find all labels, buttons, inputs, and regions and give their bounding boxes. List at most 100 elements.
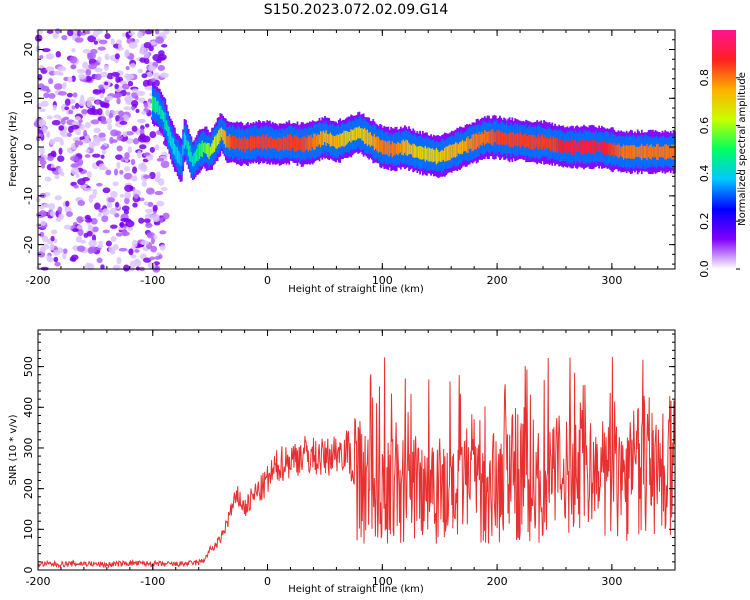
ridge-band-core bbox=[335, 135, 337, 149]
ridge-band-core bbox=[412, 143, 415, 158]
noise-blob bbox=[154, 256, 161, 260]
colorbar-tick-label: 0.4 bbox=[698, 165, 711, 183]
noise-blob bbox=[90, 108, 99, 116]
noise-blob bbox=[100, 137, 107, 142]
noise-blob bbox=[122, 131, 128, 138]
ridge-band-core bbox=[532, 134, 534, 150]
noise-blob bbox=[45, 53, 55, 60]
ridge-band-core bbox=[274, 139, 277, 149]
ridge-band-core bbox=[240, 138, 242, 149]
noise-blob bbox=[128, 41, 138, 49]
ridge-band-core bbox=[288, 134, 291, 151]
ridge-band-core bbox=[245, 139, 248, 150]
ridge-band-core bbox=[503, 133, 505, 145]
ridge-band-core bbox=[565, 140, 567, 155]
ridge-band-core bbox=[598, 142, 601, 152]
ridge-band-core bbox=[196, 148, 198, 162]
noise-blob bbox=[114, 168, 119, 176]
noise-blob bbox=[97, 46, 106, 51]
ridge-band-core bbox=[183, 132, 186, 149]
y-tick-label: 0 bbox=[22, 144, 35, 151]
noise-blob bbox=[59, 130, 66, 136]
ridge-band-core bbox=[252, 137, 255, 149]
noise-blob bbox=[46, 131, 51, 139]
noise-blob bbox=[85, 68, 92, 76]
ridge-band-core bbox=[383, 140, 386, 155]
noise-blob bbox=[62, 252, 67, 260]
noise-blob bbox=[134, 249, 140, 253]
noise-blob bbox=[76, 245, 86, 252]
ridge-band-core bbox=[587, 142, 590, 153]
ridge-band-core bbox=[364, 127, 366, 145]
noise-blob bbox=[124, 184, 134, 192]
noise-blob bbox=[135, 108, 140, 113]
noise-blob bbox=[80, 239, 87, 244]
ridge-band-core bbox=[578, 139, 581, 155]
noise-blob bbox=[161, 43, 168, 48]
noise-blob bbox=[72, 228, 79, 233]
noise-blob bbox=[101, 115, 106, 123]
noise-blob bbox=[100, 102, 109, 108]
ridge-band-core bbox=[492, 129, 494, 146]
ridge-band-core bbox=[629, 144, 632, 160]
noise-blob bbox=[105, 95, 114, 101]
noise-blob bbox=[115, 154, 123, 160]
ridge-band-core bbox=[326, 133, 329, 144]
snr-panel: -200 -100 0 100 200 300 0 100 200 300 400 500 Heig… bbox=[8, 329, 676, 595]
ridge-band-core bbox=[235, 138, 238, 148]
noise-blob bbox=[143, 102, 149, 108]
noise-blob bbox=[87, 96, 96, 102]
noise-blob bbox=[116, 97, 121, 105]
ridge-band-core bbox=[589, 139, 592, 155]
ridge-band-core bbox=[610, 143, 613, 156]
noise-blob bbox=[53, 136, 63, 142]
noise-blob bbox=[127, 80, 134, 87]
ridge-band-core bbox=[594, 139, 596, 155]
ridge-band-core bbox=[605, 143, 607, 154]
noise-blob bbox=[159, 217, 164, 223]
noise-blob bbox=[154, 176, 161, 183]
noise-blob bbox=[86, 100, 92, 108]
ridge-band-core bbox=[603, 140, 606, 156]
ridge-band-core bbox=[656, 144, 658, 160]
noise-blob bbox=[143, 52, 150, 59]
ridge-band-core bbox=[307, 134, 310, 152]
ridge-band-core bbox=[247, 138, 249, 150]
ridge-band-core bbox=[238, 136, 241, 151]
noise-blob bbox=[119, 121, 128, 125]
ridge-band-core bbox=[647, 146, 650, 158]
noise-blob bbox=[75, 128, 82, 136]
noise-blob bbox=[80, 94, 85, 102]
noise-blob bbox=[159, 244, 166, 251]
ridge-band-core bbox=[634, 145, 636, 159]
noise-blob bbox=[124, 197, 130, 205]
ridge-band-core bbox=[346, 130, 348, 145]
noise-blob bbox=[124, 191, 132, 199]
ridge-band-core bbox=[198, 143, 201, 160]
ridge-band-core bbox=[158, 105, 161, 115]
noise-blob bbox=[147, 201, 154, 207]
noise-blob bbox=[121, 205, 130, 212]
noise-blob bbox=[149, 131, 157, 139]
noise-blob bbox=[86, 171, 92, 179]
noise-blob bbox=[48, 92, 56, 99]
noise-blob bbox=[92, 226, 99, 233]
noise-blob bbox=[116, 145, 123, 152]
ridge-band-core bbox=[227, 136, 230, 149]
ridge-band-core bbox=[329, 132, 332, 147]
colorbar-tick-label: 0.6 bbox=[698, 117, 711, 135]
noise-blob bbox=[120, 89, 127, 97]
noise-blob bbox=[147, 262, 156, 270]
ridge-band-core bbox=[325, 130, 328, 146]
ridge-band-core bbox=[526, 136, 529, 147]
ridge-band-core bbox=[538, 137, 541, 147]
ridge-band-core bbox=[368, 132, 371, 145]
ridge-band-core bbox=[398, 143, 401, 154]
noise-blob bbox=[141, 110, 147, 115]
noise-blob bbox=[71, 75, 76, 82]
noise-blob bbox=[39, 147, 45, 155]
noise-blob bbox=[131, 99, 139, 107]
noise-blob bbox=[118, 247, 128, 252]
ridge-band-core bbox=[627, 145, 629, 159]
